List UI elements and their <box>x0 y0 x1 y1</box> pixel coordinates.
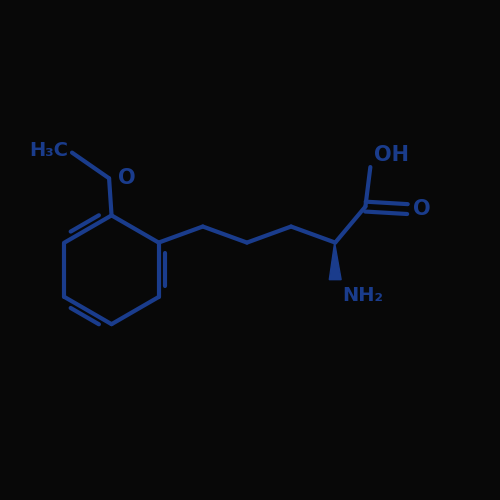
Text: O: O <box>414 199 431 219</box>
Text: OH: OH <box>374 144 410 165</box>
Text: H₃C: H₃C <box>29 140 68 160</box>
Text: O: O <box>118 168 136 188</box>
Polygon shape <box>330 242 341 280</box>
Text: NH₂: NH₂ <box>342 286 384 304</box>
